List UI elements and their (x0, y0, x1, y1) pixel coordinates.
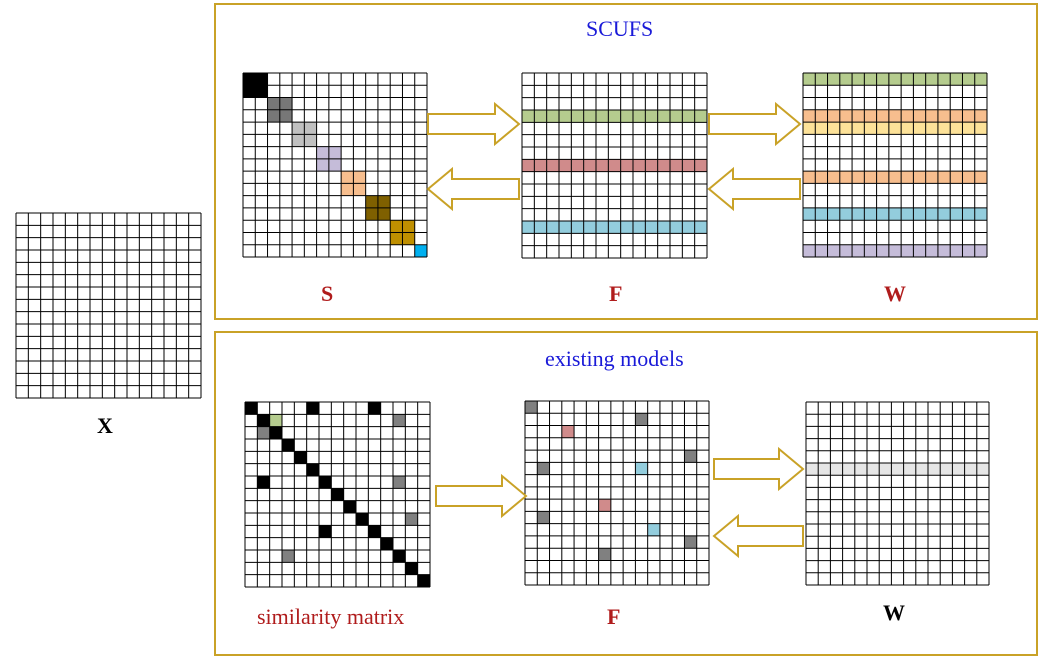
filled-cell (393, 476, 406, 489)
filled-cell (684, 535, 697, 549)
filled-cell (537, 462, 550, 475)
filled-cell (393, 550, 406, 563)
arrow-similarity-to-f (435, 473, 528, 519)
filled-cell (343, 500, 356, 513)
filled-cell (635, 462, 648, 475)
matrix-similarity (244, 401, 431, 588)
arrow-w-to-f-bottom (712, 513, 804, 559)
w-label-bottom: W (883, 600, 905, 625)
filled-cell (368, 525, 381, 538)
filled-cell (331, 488, 344, 501)
filled-cell (522, 221, 707, 234)
filled-cell (282, 439, 295, 452)
arrow-f-to-s (426, 166, 520, 212)
filled-cell (269, 426, 282, 439)
filled-cell (598, 548, 611, 561)
matrix-w-top (802, 72, 988, 258)
filled-cell (806, 463, 989, 476)
s-label: S (321, 281, 334, 306)
matrix-s (242, 72, 428, 258)
arrow-f-to-w-bottom (713, 446, 805, 492)
matrix-f-top (521, 72, 708, 259)
filled-cell (306, 402, 319, 415)
matrix-w-bottom (805, 401, 990, 586)
similarity-matrix-label: similarity matrix (257, 604, 405, 629)
arrow-f-to-w (708, 101, 802, 147)
w-label-top: W (884, 281, 906, 306)
filled-cell (803, 207, 987, 221)
filled-cell (803, 109, 987, 123)
filled-cell (525, 401, 538, 414)
filled-cell (269, 414, 282, 427)
filled-cell (393, 414, 406, 427)
f-label-top: F (609, 281, 623, 306)
filled-cell (405, 562, 418, 575)
filled-cell (684, 450, 697, 463)
matrix-x (15, 212, 202, 399)
grid-lines (244, 401, 431, 588)
x-label: X (97, 413, 113, 438)
arrow-s-to-f (427, 101, 521, 147)
filled-cell (356, 513, 369, 526)
existing-models-panel (214, 331, 1038, 656)
grid-lines (242, 72, 428, 258)
filled-cell (803, 171, 987, 184)
filled-cell (368, 402, 381, 415)
filled-cell (417, 574, 430, 587)
filled-cell (522, 159, 707, 172)
arrow-w-to-f (707, 166, 801, 212)
filled-cell (257, 426, 270, 439)
filled-cell (537, 511, 550, 524)
matrix-f-bottom (524, 400, 710, 586)
filled-cell (522, 110, 707, 123)
filled-cell (803, 244, 987, 257)
filled-cell (319, 525, 332, 538)
filled-cell (380, 537, 393, 550)
filled-cell (561, 425, 575, 438)
grid-lines (524, 400, 710, 586)
filled-cell (294, 451, 307, 464)
grid-lines (805, 401, 990, 586)
scufs-title: SCUFS (586, 16, 654, 41)
grid-lines (521, 72, 708, 259)
grid-lines (15, 212, 202, 399)
filled-cell (405, 513, 418, 526)
filled-cell (803, 122, 987, 135)
scufs-panel (214, 3, 1038, 320)
grid-lines (802, 72, 988, 258)
filled-cell (257, 476, 270, 489)
f-label-bottom: F (607, 604, 621, 629)
filled-cell (635, 413, 648, 426)
filled-cell (306, 463, 319, 476)
filled-cell (598, 499, 611, 512)
filled-cell (245, 402, 258, 415)
filled-cell (319, 476, 332, 489)
existing-models-title: existing models (545, 346, 684, 371)
filled-cell (803, 73, 987, 86)
filled-cell (647, 523, 660, 536)
filled-cell (282, 550, 295, 563)
filled-cell (257, 414, 270, 427)
filled-cell (414, 244, 427, 257)
